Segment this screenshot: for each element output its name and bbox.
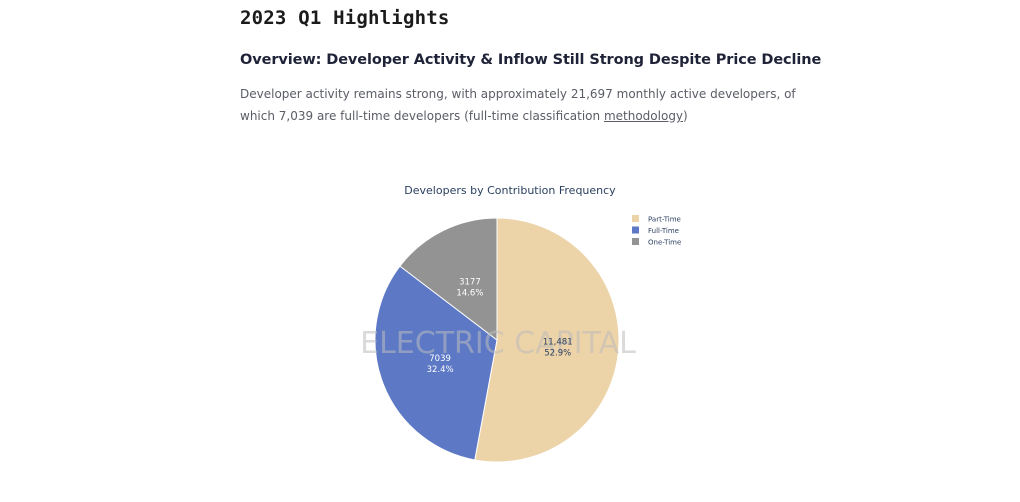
intro-text: Developer activity remains strong, with … <box>240 87 796 123</box>
intro-paragraph: Developer activity remains strong, with … <box>240 83 800 127</box>
pie-slice-part-time <box>474 217 620 463</box>
legend-swatch-one-time[interactable] <box>632 238 639 245</box>
slice-percent-label: 32.4% <box>427 365 454 375</box>
section-heading: Overview: Developer Activity & Inflow St… <box>240 52 822 68</box>
intro-text-end: ) <box>683 109 688 123</box>
pie-slice-one-time <box>399 217 498 342</box>
slice-value-label: 11,481 <box>543 338 573 348</box>
pie-slice-full-time <box>374 265 498 461</box>
methodology-link[interactable]: methodology <box>603 109 684 123</box>
legend-label-full-time[interactable]: Full-Time <box>648 227 679 235</box>
pie-slices <box>374 217 620 463</box>
legend-label-part-time[interactable]: Part-Time <box>648 216 681 224</box>
slice-value-label: 3177 <box>459 277 481 287</box>
legend-swatch-part-time[interactable] <box>632 215 639 222</box>
slice-percent-label: 52.9% <box>544 349 571 359</box>
slice-percent-label: 14.6% <box>456 288 483 298</box>
watermark: ELECTRIC CAPITAL <box>360 326 636 361</box>
legend-label-one-time[interactable]: One-Time <box>648 239 681 247</box>
page-title: 2023 Q1 Highlights <box>240 7 450 29</box>
chart-title: Developers by Contribution Frequency <box>404 184 616 197</box>
slice-value-label: 7039 <box>429 354 451 364</box>
legend-swatch-full-time[interactable] <box>632 226 639 234</box>
chart-legend: Part-Time Full-Time One-Time <box>632 215 681 247</box>
